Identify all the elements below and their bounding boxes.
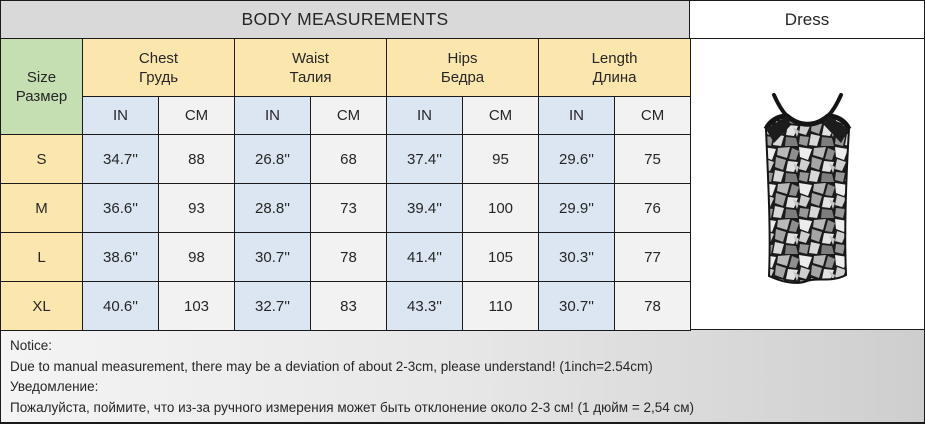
- notice-label-ru: Уведомление:: [10, 379, 99, 394]
- hips-column-header: Hips Бедра: [385, 38, 540, 97]
- measurements-table: Size Размер Chest Грудь Waist Талия Hips…: [0, 38, 692, 331]
- waist-in-value: 28.8'': [234, 183, 311, 233]
- size-header-en: Size: [26, 68, 57, 86]
- dress-strap-right: [826, 93, 844, 118]
- notice-section: Notice: Due to manual measurement, there…: [0, 330, 925, 424]
- length-in-value: 29.9'': [538, 183, 616, 233]
- chest-in-value: 36.6'': [82, 183, 159, 233]
- chest-in-value: 40.6'': [82, 281, 159, 331]
- notice-text-ru: Пожалуйста, поймите, что из-за ручного и…: [10, 399, 695, 415]
- dress-shoulder-panel-right: [824, 116, 850, 143]
- product-title: Dress: [690, 0, 925, 38]
- waist-cm-value: 68: [310, 134, 387, 184]
- waist-cm-value: 78: [310, 232, 387, 282]
- dress-neckline-trim: [763, 113, 852, 131]
- chest-in-value: 38.6'': [82, 232, 159, 282]
- table-row-l: L 38.6'' 98 30.7'' 78 41.4'' 105 30.3'' …: [0, 232, 692, 282]
- hips-cm-value: 95: [461, 134, 540, 184]
- length-cm-value: 77: [614, 232, 692, 282]
- length-header-ru: Длина: [592, 68, 637, 86]
- waist-cm-value: 83: [310, 281, 387, 331]
- length-in-unit: IN: [538, 96, 616, 135]
- hips-header-en: Hips: [447, 49, 478, 67]
- hips-cm-unit: CM: [461, 96, 540, 135]
- hips-in-value: 41.4'': [386, 232, 463, 282]
- hips-in-unit: IN: [386, 96, 463, 135]
- notice-label-en: Notice:: [10, 338, 53, 353]
- waist-column-header: Waist Талия: [234, 38, 387, 97]
- hips-cm-value: 110: [461, 281, 540, 331]
- page-title: BODY MEASUREMENTS: [0, 0, 690, 38]
- dress-image: [763, 93, 852, 284]
- length-cm-value: 75: [614, 134, 692, 184]
- waist-in-value: 30.7'': [234, 232, 311, 282]
- dress-body: [765, 114, 851, 284]
- waist-header-en: Waist: [292, 49, 329, 67]
- hips-cm-value: 105: [461, 232, 540, 282]
- waist-cm-unit: CM: [310, 96, 387, 135]
- chest-cm-value: 88: [158, 134, 235, 184]
- content-row: Size Размер Chest Грудь Waist Талия Hips…: [0, 38, 925, 331]
- length-in-value: 29.6'': [538, 134, 616, 184]
- hips-cm-value: 100: [461, 183, 540, 233]
- size-label: XL: [0, 281, 83, 331]
- length-header-en: Length: [591, 49, 638, 67]
- waist-cm-value: 73: [310, 183, 387, 233]
- size-header-ru: Размер: [15, 87, 68, 105]
- table-row-s: S 34.7'' 88 26.8'' 68 37.4'' 95 29.6'' 7…: [0, 134, 692, 184]
- notice-text-en: Due to manual measurement, there may be …: [10, 358, 653, 374]
- size-label: S: [0, 134, 83, 184]
- size-label: L: [0, 232, 83, 282]
- chest-cm-value: 98: [158, 232, 235, 282]
- hips-in-value: 39.4'': [386, 183, 463, 233]
- length-cm-value: 76: [614, 183, 692, 233]
- waist-in-unit: IN: [234, 96, 311, 135]
- waist-in-value: 26.8'': [234, 134, 311, 184]
- length-cm-unit: CM: [614, 96, 692, 135]
- chest-header-en: Chest: [138, 49, 179, 67]
- waist-header-ru: Талия: [289, 68, 332, 86]
- chest-column-header: Chest Грудь: [82, 38, 235, 97]
- length-in-value: 30.3'': [538, 232, 616, 282]
- header-row: BODY MEASUREMENTS Dress: [0, 0, 925, 38]
- units-row: IN CM IN CM IN CM IN CM: [1, 96, 692, 135]
- length-cm-value: 78: [614, 281, 692, 331]
- dress-panel: [691, 38, 925, 330]
- chest-in-value: 34.7'': [82, 134, 159, 184]
- table-row-xl: XL 40.6'' 103 32.7'' 83 43.3'' 110 30.7'…: [0, 281, 692, 331]
- hips-in-value: 43.3'': [386, 281, 463, 331]
- chest-cm-unit: CM: [158, 96, 235, 135]
- table-row-m: M 36.6'' 93 28.8'' 73 39.4'' 100 29.9'' …: [0, 183, 692, 233]
- chest-header-ru: Грудь: [138, 68, 179, 86]
- hips-header-ru: Бедра: [440, 68, 485, 86]
- group-header-row: Size Размер Chest Грудь Waist Талия Hips…: [0, 38, 692, 135]
- chest-cm-value: 93: [158, 183, 235, 233]
- dress-strap-left: [772, 93, 790, 118]
- hips-in-value: 37.4'': [386, 134, 463, 184]
- waist-in-value: 32.7'': [234, 281, 311, 331]
- chest-cm-value: 103: [158, 281, 235, 331]
- size-label: M: [0, 183, 83, 233]
- chest-in-unit: IN: [82, 96, 159, 135]
- length-column-header: Length Длина: [538, 38, 692, 97]
- size-column-header: Size Размер: [0, 38, 83, 135]
- dress-shoulder-panel-left: [766, 116, 792, 143]
- length-in-value: 30.7'': [538, 281, 616, 331]
